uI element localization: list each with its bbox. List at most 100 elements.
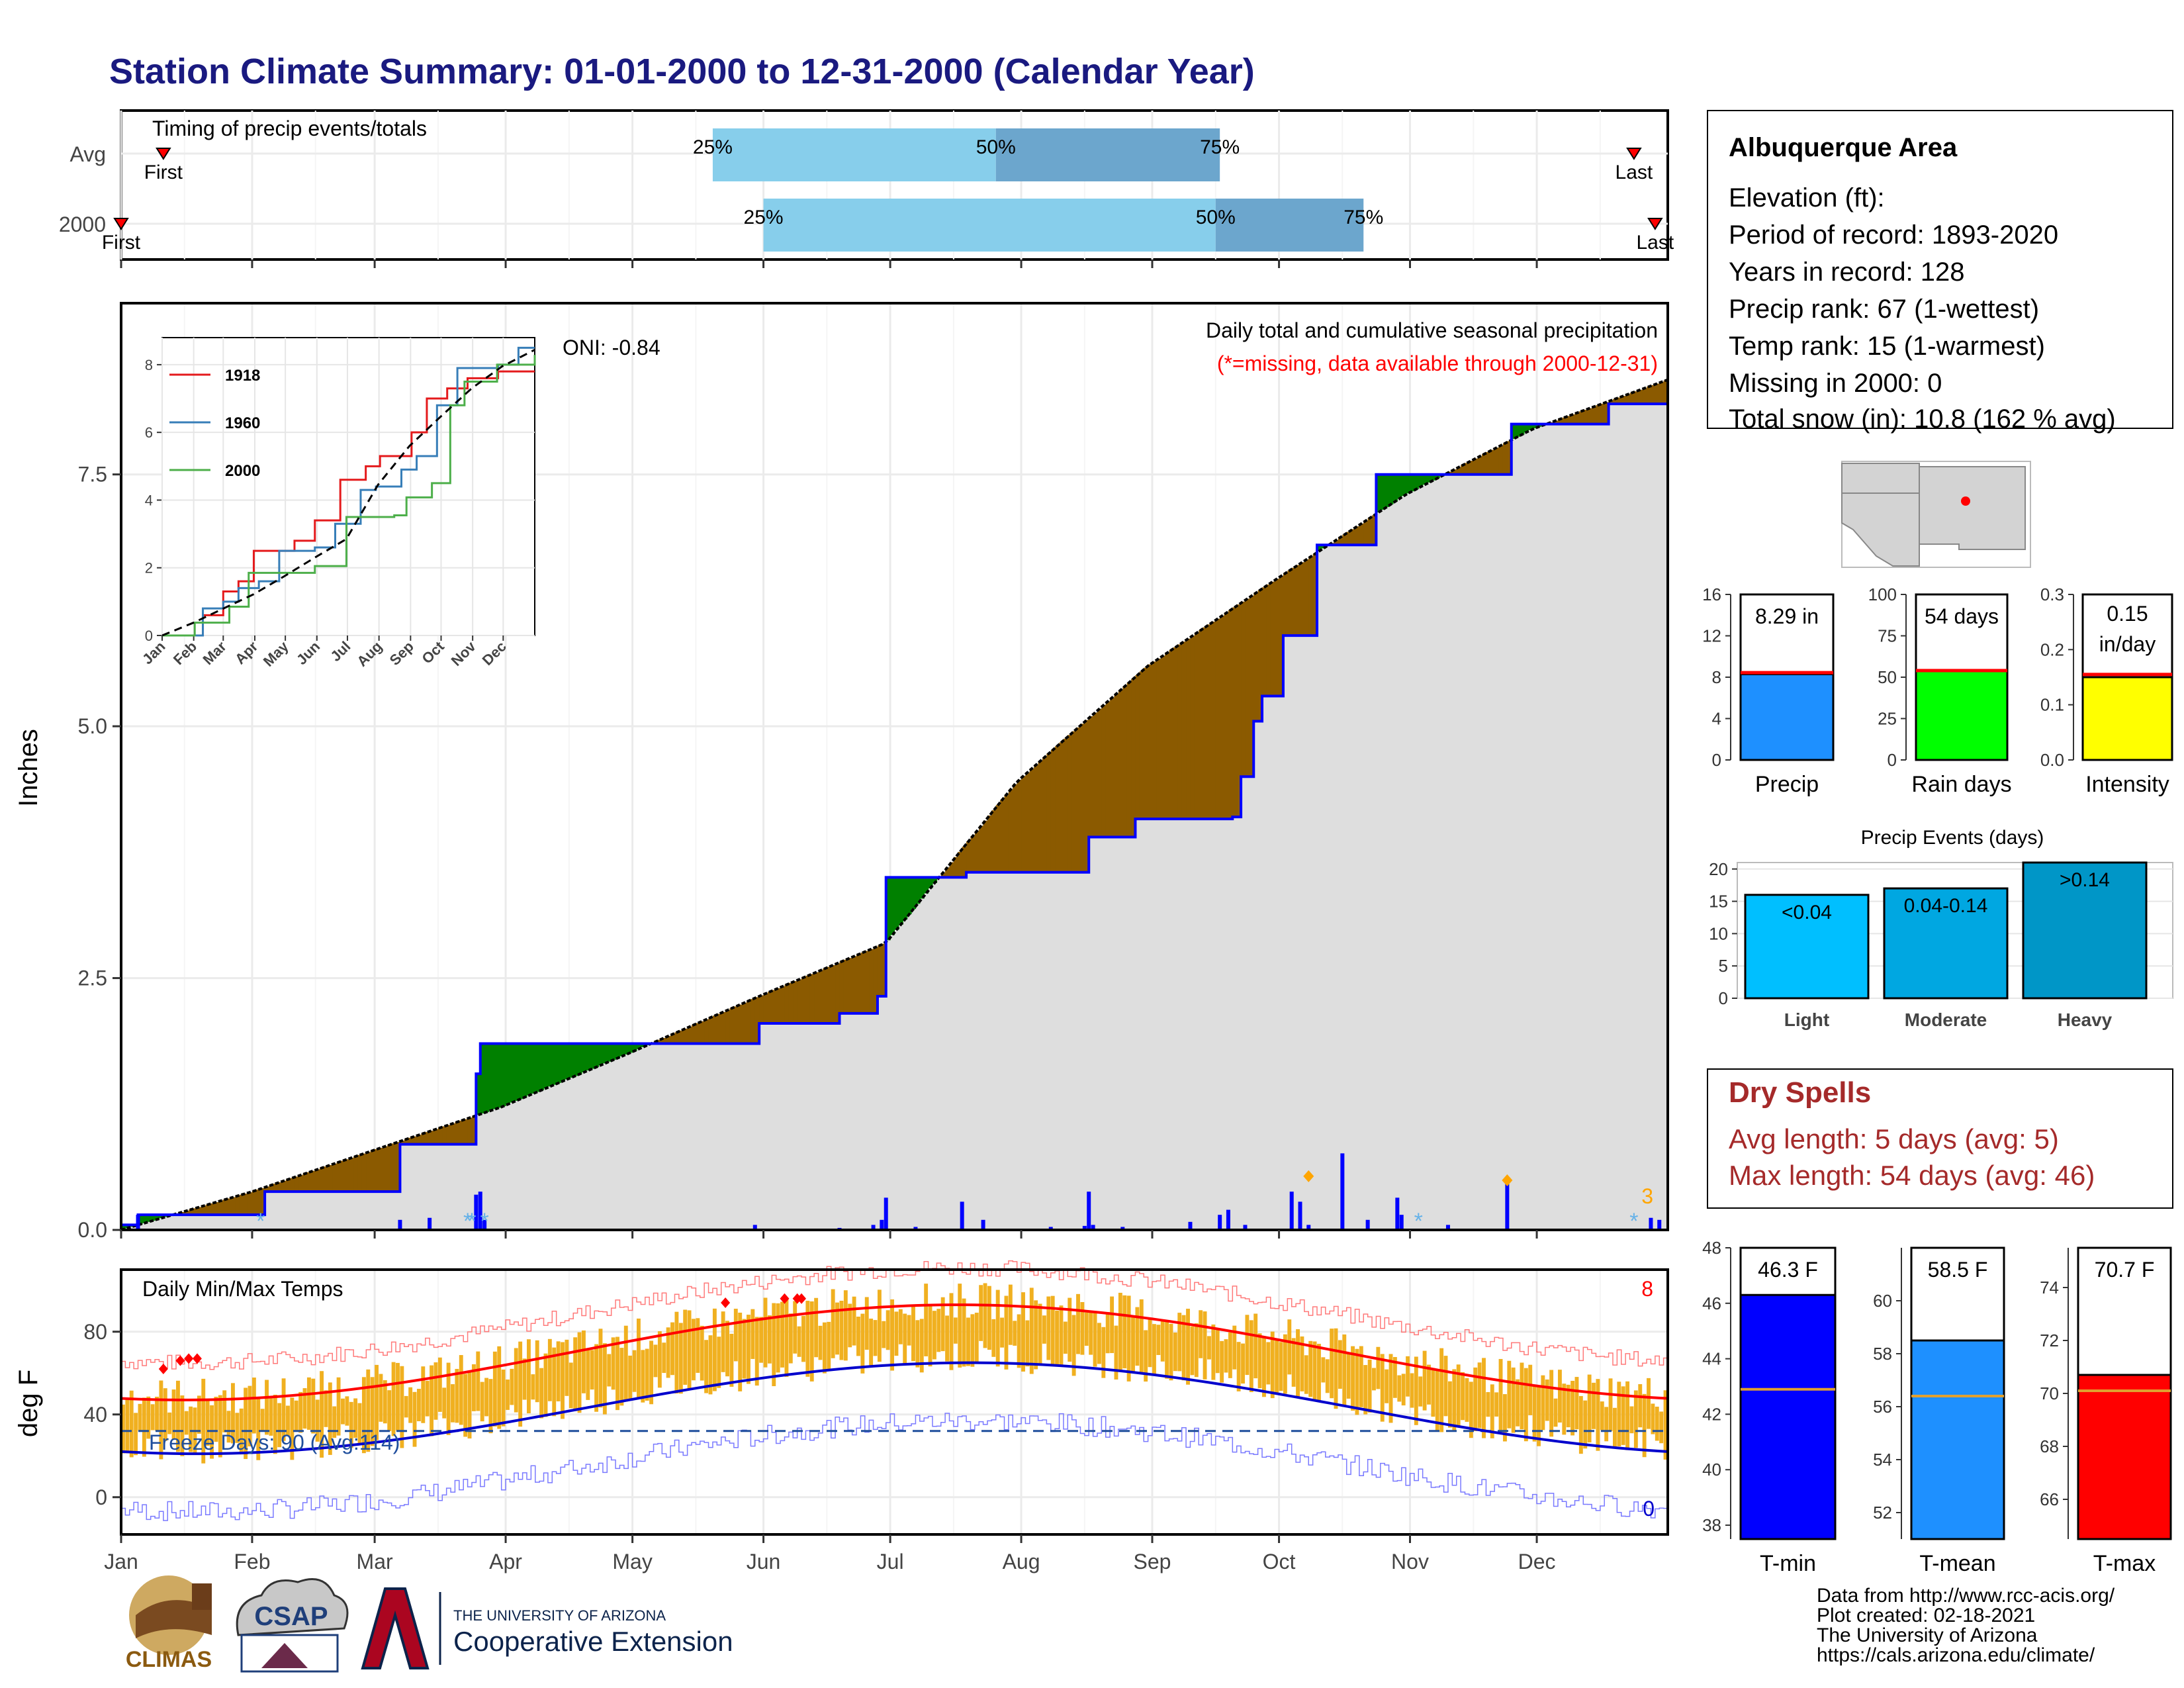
page-title: Station Climate Summary: 01-01-2000 to 1… <box>109 52 1255 91</box>
temp-daily-range-bar <box>805 1301 810 1377</box>
precip-deficit-slice <box>315 1169 320 1192</box>
temp-daily-range-bar <box>1655 1407 1659 1441</box>
temp-daily-range-bar <box>561 1342 565 1419</box>
temp-daily-range-bar <box>754 1317 759 1386</box>
bar-chart-t-mean: 52 54 56 58 60 58.5 F T-mean <box>1873 1246 2005 1576</box>
temp-daily-range-bar <box>463 1374 468 1437</box>
precip-deficit-slice <box>801 977 807 1024</box>
temp-daily-range-bar <box>171 1389 176 1440</box>
precip-deficit-slice <box>708 1017 713 1044</box>
temp-daily-range-bar <box>412 1391 417 1447</box>
temp-daily-range-bar <box>543 1353 548 1417</box>
bar-y-tick-label: 0 <box>1888 750 1897 770</box>
bar-value-label: 70.7 F <box>2095 1258 2155 1282</box>
precip-deficit-slice <box>306 1172 312 1192</box>
temp-daily-range-bar <box>260 1409 265 1432</box>
precip-deficit-slice <box>222 1199 228 1215</box>
temp-daily-range-bar <box>1600 1401 1604 1430</box>
temp-record-high-marker <box>721 1297 731 1308</box>
temp-daily-range-bar <box>940 1297 945 1352</box>
temp-daily-range-bar <box>822 1322 827 1374</box>
precip-surplus-slice <box>602 1043 608 1064</box>
temp-daily-range-bar <box>1181 1315 1186 1381</box>
precip-daily-bar <box>1188 1221 1193 1230</box>
precip-deficit-slice <box>277 1182 283 1192</box>
temp-daily-range-bar <box>1633 1390 1638 1448</box>
precip-deficit-slice <box>320 1168 325 1192</box>
precip-surplus-slice <box>928 877 933 888</box>
timing-iqr-lower-bar <box>763 199 1216 252</box>
inset-legend-1960: 1960 <box>225 414 260 432</box>
temp-daily-range-bar <box>1232 1325 1237 1370</box>
precip-deficit-slice <box>1220 616 1225 820</box>
temp-daily-range-bar <box>607 1354 612 1387</box>
bar-y-tick-label: 44 <box>1702 1349 1721 1369</box>
precip-deficit-slice <box>852 956 857 1013</box>
temp-daily-range-bar <box>1050 1295 1055 1365</box>
temp-daily-range-bar <box>467 1371 472 1439</box>
temp-daily-range-bar <box>1549 1370 1554 1437</box>
precip-deficit-slice <box>294 1176 299 1192</box>
precip-deficit-slice <box>818 970 823 1024</box>
precip-deficit-slice <box>298 1175 304 1192</box>
month-tick-label: Dec <box>1518 1550 1556 1573</box>
events-title: Precip Events (days) <box>1861 827 2044 849</box>
temp-daily-range-bar <box>383 1380 387 1424</box>
precip-deficit-slice <box>1177 644 1183 820</box>
temp-daily-range-bar <box>733 1309 738 1362</box>
temp-daily-range-bar <box>1215 1330 1220 1374</box>
precip-deficit-slice <box>877 945 882 996</box>
temp-daily-range-bar <box>949 1293 954 1370</box>
precip-deficit-slice <box>1367 518 1373 545</box>
precip-deficit-slice <box>1270 581 1275 696</box>
precip-deficit-slice <box>1494 447 1500 475</box>
precip-deficit-slice <box>657 1039 662 1044</box>
temp-daily-range-bar <box>370 1377 375 1446</box>
temp-daily-range-bar <box>1266 1342 1271 1385</box>
precip-deficit-slice <box>1063 738 1068 872</box>
precip-deficit-slice <box>1046 753 1052 872</box>
temp-daily-range-bar <box>1291 1338 1296 1387</box>
temp-daily-range-bar <box>890 1299 894 1371</box>
footer-university: The University of Arizona <box>1817 1624 2038 1646</box>
temp-daily-range-bar <box>924 1284 929 1356</box>
temp-daily-range-bar <box>928 1306 933 1367</box>
temp-daily-range-bar <box>1465 1378 1469 1422</box>
precip-deficit-slice <box>1596 405 1601 424</box>
temp-daily-range-bar <box>653 1344 658 1378</box>
temp-daily-range-bar <box>256 1397 261 1460</box>
precip-deficit-slice <box>1262 587 1267 696</box>
precip-daily-bar <box>1120 1227 1125 1230</box>
precip-deficit-slice <box>776 988 781 1024</box>
precip-daily-bar <box>478 1192 482 1230</box>
precip-deficit-slice <box>324 1166 329 1192</box>
temp-daily-range-bar <box>514 1348 518 1413</box>
temp-daily-range-bar <box>1207 1336 1211 1360</box>
temp-daily-range-bar <box>1629 1406 1634 1434</box>
station-info-box: Albuquerque Area Elevation (ft): Period … <box>1707 110 2173 434</box>
bar-value <box>1739 1293 1837 1540</box>
temp-daily-range-bar <box>189 1406 193 1452</box>
bar-y-tick-label: 50 <box>1878 667 1897 687</box>
precip-deficit-slice <box>370 1150 375 1192</box>
bar-y-tick-label: 58 <box>1873 1344 1892 1364</box>
temp-daily-range-bar <box>708 1335 713 1395</box>
temp-daily-range-bar <box>391 1362 396 1436</box>
temp-daily-range-bar <box>1435 1370 1439 1432</box>
temp-daily-range-bar <box>1114 1325 1118 1380</box>
precip-surplus-slice <box>1397 474 1402 499</box>
temp-daily-range-bar <box>273 1394 277 1454</box>
temp-daily-range-bar <box>784 1297 789 1377</box>
events-y-tick-label: 10 <box>1709 923 1728 943</box>
temp-daily-range-bar <box>1325 1359 1330 1393</box>
precip-surplus-slice <box>1410 474 1415 492</box>
precip-deficit-slice <box>814 972 819 1024</box>
timing-q25-label: 25% <box>744 207 784 228</box>
precip-surplus-slice <box>890 877 895 935</box>
temp-daily-range-bar <box>581 1330 586 1393</box>
temp-daily-range-bar <box>1557 1370 1562 1423</box>
station-frame <box>1707 110 2173 429</box>
precip-large-event-marker <box>1303 1170 1314 1182</box>
temp-daily-range-bar <box>1392 1357 1397 1398</box>
precip-deficit-slice <box>725 1009 731 1044</box>
